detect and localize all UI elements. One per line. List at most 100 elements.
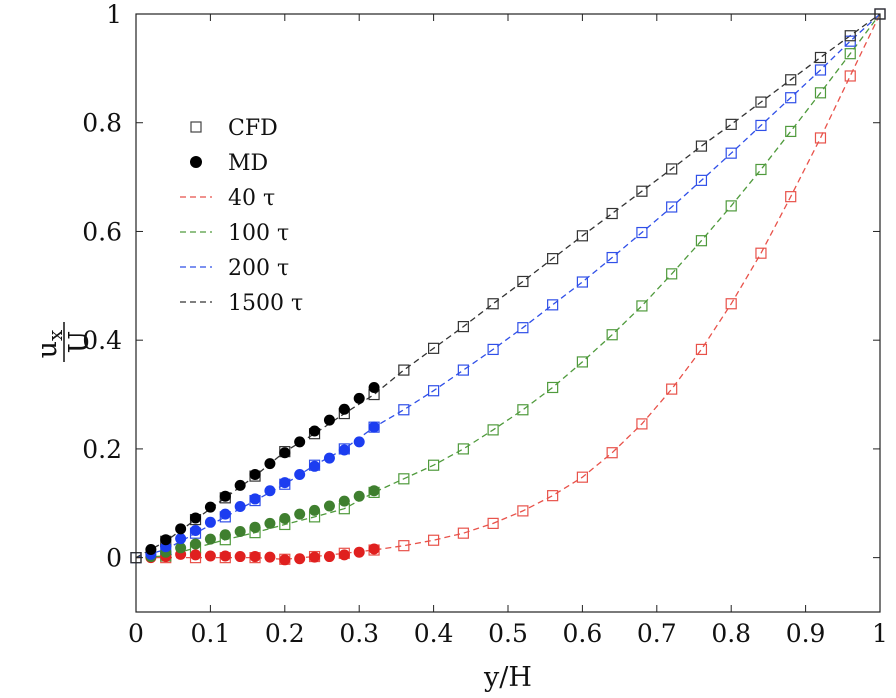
md-point: [294, 508, 306, 520]
md-point: [175, 523, 187, 535]
cfd-point: [636, 226, 648, 239]
cfd-point: [398, 364, 410, 376]
md-point: [190, 512, 202, 524]
md-point: [309, 504, 321, 516]
cfd-point: [844, 30, 856, 42]
cfd-point: [666, 201, 678, 213]
md-point: [338, 444, 350, 456]
legend: CFD MD 40 τ 100 τ 200 τ 1500 τ: [180, 116, 303, 316]
md-point: [309, 551, 321, 563]
cfd-point: [695, 343, 708, 356]
cfd-point: [755, 163, 767, 176]
md-point: [204, 533, 216, 545]
legend-label: CFD: [228, 116, 278, 141]
cfd-point: [725, 147, 737, 159]
md-point: [219, 529, 231, 541]
cfd-point: [844, 70, 856, 82]
md-point: [204, 501, 216, 513]
md-point: [353, 392, 365, 404]
md-point: [249, 468, 261, 480]
cfd-point: [785, 92, 797, 104]
series-line: [136, 14, 880, 559]
cfd-point: [576, 471, 589, 483]
cfd-point: [487, 424, 499, 436]
y-axis-label-numerator: u: [32, 341, 63, 358]
cfd-point: [814, 64, 827, 76]
x-tick-label: 0.3: [339, 619, 379, 648]
cfd-point: [547, 253, 559, 265]
cfd-point: [636, 185, 648, 197]
md-point: [234, 479, 246, 491]
cfd-point: [428, 342, 440, 354]
legend-label: 40 τ: [228, 186, 275, 211]
y-axis-label-subscript: x: [43, 329, 67, 341]
cfd-point: [547, 490, 559, 502]
cfd-point: [517, 322, 529, 334]
cfd-point: [785, 191, 797, 203]
cfd-point: [844, 48, 856, 60]
legend-label: 100 τ: [228, 221, 289, 246]
legend-label: 200 τ: [228, 256, 289, 281]
md-point: [323, 551, 335, 563]
md-point: [264, 485, 276, 497]
x-tick-label: 0.5: [488, 619, 528, 648]
md-point: [264, 517, 276, 529]
y-axis-label: ux U: [32, 322, 95, 362]
legend-label: MD: [228, 151, 268, 176]
md-point: [234, 501, 246, 513]
cfd-point: [428, 534, 440, 546]
md-point: [294, 468, 306, 480]
cfd-point: [606, 207, 618, 220]
cfd-point: [814, 51, 827, 64]
md-point: [219, 550, 231, 562]
cfd-point: [457, 364, 469, 376]
cfd-point: [576, 356, 589, 368]
legend-entry: 200 τ: [180, 256, 289, 281]
cfd-point: [636, 418, 648, 430]
md-point: [368, 543, 380, 555]
cfd-point: [725, 298, 737, 310]
md-point: [323, 500, 335, 512]
x-tick-label: 0.4: [414, 619, 454, 648]
md-point: [279, 512, 291, 524]
cfd-point: [517, 404, 529, 416]
svg-text:ux: ux: [32, 329, 67, 358]
cfd-point: [457, 320, 469, 333]
cfd-point: [695, 140, 708, 152]
md-point: [353, 490, 365, 502]
md-point: [175, 542, 187, 554]
legend-entry: 100 τ: [180, 221, 289, 246]
cfd-point: [457, 527, 469, 539]
cfd-point: [636, 300, 648, 312]
series-lines: [136, 14, 880, 560]
cfd-point: [457, 443, 469, 455]
cfd-point: [428, 385, 440, 397]
md-point: [279, 477, 291, 489]
x-tick-label: 0.8: [711, 619, 751, 648]
cfd-point: [755, 119, 767, 132]
md-point: [279, 447, 291, 459]
x-tick-label: 1: [872, 619, 888, 648]
cfd-point: [487, 298, 499, 310]
md-point: [249, 551, 261, 563]
axis-ticks: [135, 13, 881, 612]
cfd-point: [814, 132, 827, 144]
md-point: [368, 421, 380, 433]
md-point: [204, 550, 216, 562]
md-point: [204, 516, 216, 528]
x-tick-label: 0.6: [563, 619, 603, 648]
cfd-point: [576, 230, 589, 242]
md-point: [309, 460, 321, 472]
md-point: [175, 533, 187, 545]
md-point: [264, 458, 276, 470]
md-point: [353, 546, 365, 558]
md-point: [249, 493, 261, 505]
cfd-markers: [130, 8, 886, 565]
md-point: [190, 524, 202, 536]
x-tick-label: 0.2: [265, 619, 305, 648]
md-point: [219, 490, 231, 502]
md-point: [190, 549, 202, 561]
md-markers: [145, 381, 380, 566]
cfd-point: [666, 383, 678, 395]
legend-entry: 1500 τ: [180, 291, 303, 316]
